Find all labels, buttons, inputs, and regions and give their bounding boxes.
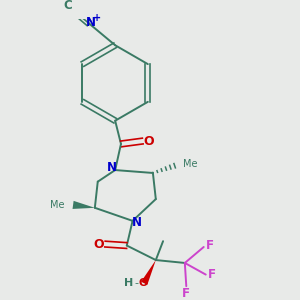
Text: O: O xyxy=(143,134,154,148)
Text: H: H xyxy=(124,278,133,288)
Polygon shape xyxy=(73,201,95,209)
Text: N: N xyxy=(132,216,142,229)
Text: N: N xyxy=(107,161,117,174)
Text: F: F xyxy=(182,287,190,300)
Text: Me: Me xyxy=(183,159,197,169)
Text: +: + xyxy=(93,13,101,23)
Polygon shape xyxy=(141,260,156,285)
Text: F: F xyxy=(206,239,214,252)
Text: F: F xyxy=(208,268,216,281)
Text: O: O xyxy=(139,278,148,288)
Text: -: - xyxy=(135,278,139,288)
Text: C: C xyxy=(64,0,72,12)
Text: Me: Me xyxy=(50,200,64,210)
Text: N: N xyxy=(85,16,95,28)
Text: O: O xyxy=(93,238,104,250)
